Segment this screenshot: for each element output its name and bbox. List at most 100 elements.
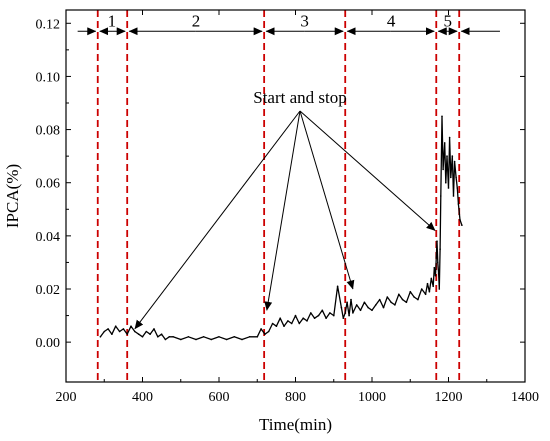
data-point xyxy=(461,224,463,226)
data-point xyxy=(432,285,435,288)
data-point xyxy=(428,290,431,293)
data-point xyxy=(378,298,381,301)
data-point xyxy=(413,296,415,298)
x-tick-label: 200 xyxy=(56,390,77,405)
data-point xyxy=(409,290,412,293)
y-axis-label: IPCA(%) xyxy=(3,164,22,228)
x-axis-label: Time(min) xyxy=(259,415,332,434)
data-point xyxy=(435,256,438,258)
data-point xyxy=(375,304,377,306)
data-point xyxy=(122,328,125,330)
data-point xyxy=(394,304,396,306)
data-point xyxy=(267,330,270,333)
data-point xyxy=(405,301,408,304)
data-point xyxy=(233,336,236,338)
data-point xyxy=(210,338,213,341)
data-point xyxy=(99,336,102,338)
data-point xyxy=(329,312,331,314)
y-tick-label: 0.12 xyxy=(36,17,61,32)
data-point xyxy=(195,338,197,341)
y-tick-label: 0.06 xyxy=(36,177,61,192)
data-point xyxy=(336,285,339,288)
data-point xyxy=(290,322,293,325)
data-point xyxy=(256,336,259,338)
axes: 200 400 600 800 1000 1200 1400 0.00 0.02 0.04 0.06… xyxy=(36,9,539,405)
data-point xyxy=(126,333,128,336)
phase-segment-markers: 1 2 3 4 5 xyxy=(77,11,500,36)
x-tick-label: 800 xyxy=(285,390,306,405)
data-point xyxy=(248,336,251,338)
data-point xyxy=(447,187,450,189)
data-point xyxy=(172,336,174,338)
y-tick-label: 0.00 xyxy=(36,336,61,351)
data-point xyxy=(118,330,121,333)
data-point xyxy=(306,320,308,322)
data-point xyxy=(451,155,454,157)
segment-label: 2 xyxy=(192,11,201,30)
data-point xyxy=(453,160,456,163)
data-point xyxy=(363,301,366,304)
data-point xyxy=(433,266,436,269)
data-point xyxy=(321,309,324,312)
data-point xyxy=(103,330,106,333)
data-point xyxy=(310,312,312,314)
data-point xyxy=(294,314,297,317)
data-point xyxy=(350,298,352,301)
data-point xyxy=(359,309,362,312)
y-tick-label: 0.04 xyxy=(36,230,61,245)
data-point xyxy=(398,293,400,296)
data-point xyxy=(134,330,136,333)
annotation: Start and stop xyxy=(134,88,436,330)
x-tick-label: 400 xyxy=(132,390,153,405)
data-point xyxy=(437,261,439,264)
data-point xyxy=(271,322,274,325)
plot-frame xyxy=(65,9,526,383)
y-tick-label: 0.08 xyxy=(36,124,61,139)
data-point xyxy=(441,115,443,118)
annotation-arrow xyxy=(134,110,301,330)
data-point xyxy=(107,328,109,330)
data-point xyxy=(420,288,423,290)
annotation-arrow xyxy=(264,110,301,311)
segment-label: 1 xyxy=(108,11,117,30)
x-tick-label: 600 xyxy=(209,390,230,405)
data-point xyxy=(446,155,448,157)
data-point xyxy=(225,338,228,341)
data-point xyxy=(157,336,159,338)
data-point xyxy=(313,317,316,320)
data-point xyxy=(283,325,285,328)
data-point xyxy=(352,312,354,314)
data-point xyxy=(279,317,282,320)
data-point xyxy=(149,333,151,336)
annotation-text: Start and stop xyxy=(253,88,347,107)
annotation-arrow xyxy=(299,110,436,231)
data-point xyxy=(153,328,155,330)
data-point xyxy=(202,336,205,338)
data-point xyxy=(348,314,350,317)
data-point xyxy=(346,301,348,304)
data-point xyxy=(168,336,171,338)
data-point xyxy=(450,176,452,179)
data-point xyxy=(426,282,429,285)
x-tick-label: 1000 xyxy=(358,390,386,405)
data-point xyxy=(325,317,327,320)
data-point xyxy=(430,277,433,280)
data-point xyxy=(401,298,404,301)
data-point xyxy=(298,322,301,325)
data-point xyxy=(137,333,140,336)
data-point xyxy=(344,312,347,314)
data-point xyxy=(367,306,370,309)
data-point xyxy=(355,304,358,306)
segment-label: 4 xyxy=(387,11,396,30)
data-point xyxy=(145,330,148,333)
data-point xyxy=(187,336,190,338)
data-point xyxy=(417,298,419,301)
data-point xyxy=(371,309,373,312)
data-point xyxy=(141,336,144,338)
data-point xyxy=(457,203,460,205)
data-point xyxy=(333,314,335,317)
data-point xyxy=(111,333,113,336)
data-point xyxy=(114,325,117,328)
data-point xyxy=(443,142,446,144)
